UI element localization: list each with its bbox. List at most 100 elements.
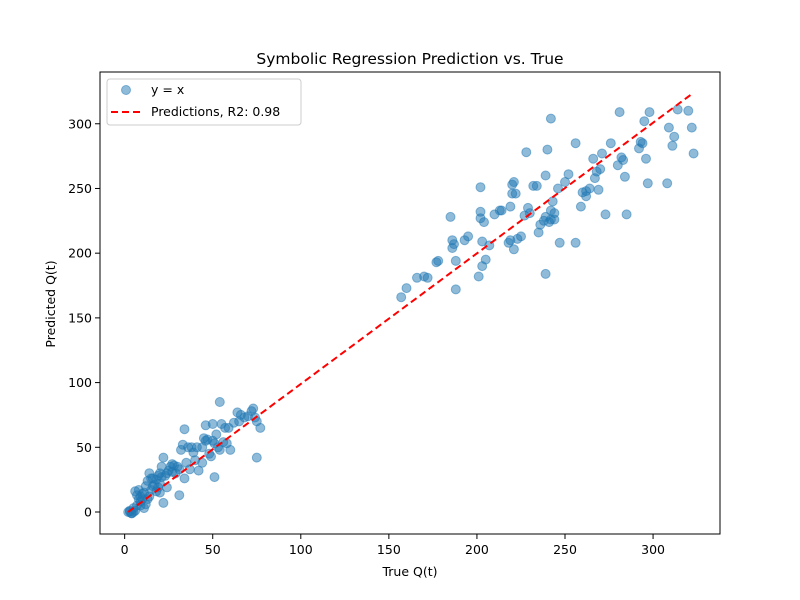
x-tick-label: 250	[553, 542, 577, 557]
data-point	[614, 107, 625, 118]
data-point	[508, 244, 519, 255]
data-point	[547, 196, 558, 207]
data-point	[422, 272, 433, 283]
data-point	[449, 239, 459, 250]
data-point	[167, 466, 178, 477]
data-point	[540, 170, 551, 181]
data-point	[158, 497, 169, 508]
data-point	[521, 147, 532, 158]
data-point	[672, 104, 683, 115]
y-tick-label: 0	[84, 505, 92, 520]
y-tick-label: 150	[68, 310, 92, 325]
data-point	[593, 184, 604, 195]
data-point	[570, 237, 581, 248]
data-point	[570, 138, 581, 149]
data-point	[479, 217, 489, 228]
y-tick-label: 50	[76, 440, 92, 455]
y-tick-label: 200	[68, 246, 92, 261]
data-point	[644, 107, 655, 118]
data-point	[688, 148, 699, 159]
legend-box	[106, 78, 302, 126]
data-point	[179, 473, 190, 484]
data-point	[669, 131, 680, 142]
data-point	[531, 180, 542, 191]
data-point	[639, 116, 650, 127]
x-tick-label: 100	[289, 542, 313, 557]
data-point	[475, 182, 486, 193]
data-point	[545, 113, 556, 124]
data-point	[641, 153, 651, 164]
data-point	[621, 209, 632, 220]
data-point	[663, 122, 674, 133]
plot-area	[123, 93, 699, 519]
data-point	[597, 148, 607, 159]
x-tick-label: 300	[641, 542, 665, 557]
data-point	[584, 183, 595, 194]
axis-ticks: 0 50 100 150 200 250 300 0 50 100 150 200 250 300	[68, 116, 665, 557]
data-point	[473, 271, 484, 282]
data-point	[248, 403, 259, 414]
data-point	[191, 442, 202, 453]
data-point	[156, 472, 167, 483]
data-point	[662, 178, 673, 189]
data-point	[251, 452, 262, 463]
y-axis-label: Predicted Q(t)	[43, 260, 58, 347]
data-point	[542, 144, 553, 155]
data-point	[588, 153, 599, 164]
data-point	[396, 292, 407, 303]
data-point	[445, 211, 456, 222]
data-point	[130, 486, 141, 497]
data-point	[553, 183, 563, 194]
data-point	[642, 178, 653, 189]
data-point	[255, 422, 266, 433]
data-point	[563, 169, 574, 180]
data-point	[209, 472, 220, 483]
data-point	[433, 255, 444, 266]
data-point	[516, 231, 526, 242]
legend: y = x Predictions, R2: 0.98	[106, 78, 302, 126]
legend-marker-scatter	[121, 85, 131, 95]
x-tick-label: 50	[205, 542, 221, 557]
data-point	[450, 284, 461, 295]
data-point	[225, 444, 236, 455]
data-point	[595, 164, 606, 175]
data-point	[480, 254, 491, 265]
data-point	[605, 138, 616, 149]
data-point	[505, 201, 516, 212]
data-point	[510, 188, 521, 199]
x-axis-label: True Q(t)	[381, 564, 437, 579]
data-point	[214, 397, 225, 407]
data-point	[207, 419, 218, 429]
axes-frame	[99, 71, 721, 535]
x-tick-label: 0	[121, 542, 129, 557]
data-point	[600, 209, 611, 220]
data-point	[575, 201, 586, 212]
data-point	[667, 140, 678, 151]
prediction-line	[127, 93, 693, 513]
data-point	[686, 122, 697, 133]
data-point	[463, 231, 474, 242]
x-tick-label: 150	[377, 542, 401, 557]
y-tick-label: 250	[68, 181, 92, 196]
data-point	[401, 283, 412, 294]
data-point	[450, 255, 461, 266]
data-point	[206, 451, 216, 462]
y-tick-label: 100	[68, 375, 92, 390]
data-point	[508, 177, 519, 187]
data-point	[554, 237, 565, 248]
data-point	[683, 105, 694, 116]
legend-label-scatter: y = x	[151, 82, 184, 97]
data-point	[158, 452, 169, 463]
data-point	[198, 433, 209, 444]
data-point	[637, 138, 648, 149]
data-point	[540, 268, 551, 279]
data-point	[174, 490, 185, 501]
data-point	[496, 205, 507, 216]
data-point	[619, 171, 630, 182]
legend-label-line: Predictions, R2: 0.98	[151, 104, 280, 119]
x-tick-label: 200	[465, 542, 489, 557]
data-point	[179, 424, 190, 435]
data-point	[618, 155, 629, 165]
